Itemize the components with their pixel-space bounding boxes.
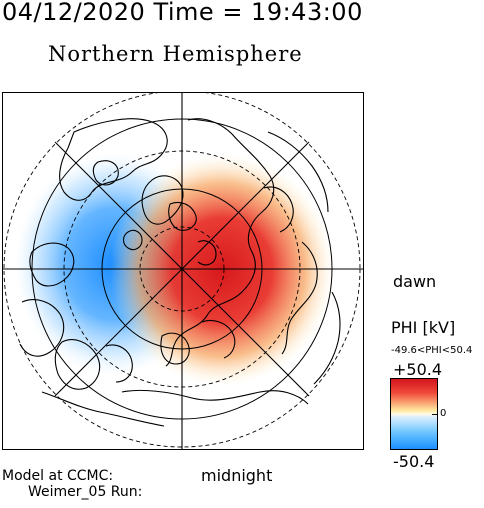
polar-map <box>2 92 364 450</box>
positive-potential-cell <box>110 154 334 386</box>
meridian-lines <box>2 92 364 450</box>
dawn-label: dawn <box>393 272 437 291</box>
colorbar-range: -49.6<PHI<50.4 <box>391 345 473 356</box>
colorbar-title: PHI [kV] <box>391 318 456 337</box>
colorbar <box>390 378 438 450</box>
colorbar-max-label: +50.4 <box>393 360 443 379</box>
run-label: Weimer_05 Run: <box>28 484 143 500</box>
colorbar-zero-label: 0 <box>440 408 447 419</box>
timestamp-title: 04/12/2020 Time = 19:43:00 <box>2 0 363 26</box>
colorbar-zero-tick <box>432 414 437 415</box>
map-border <box>2 92 364 450</box>
hemisphere-title: Northern Hemisphere <box>48 42 303 66</box>
midnight-label: midnight <box>201 466 273 485</box>
colorbar-min-label: -50.4 <box>393 452 435 471</box>
model-label: Model at CCMC: <box>2 468 114 484</box>
